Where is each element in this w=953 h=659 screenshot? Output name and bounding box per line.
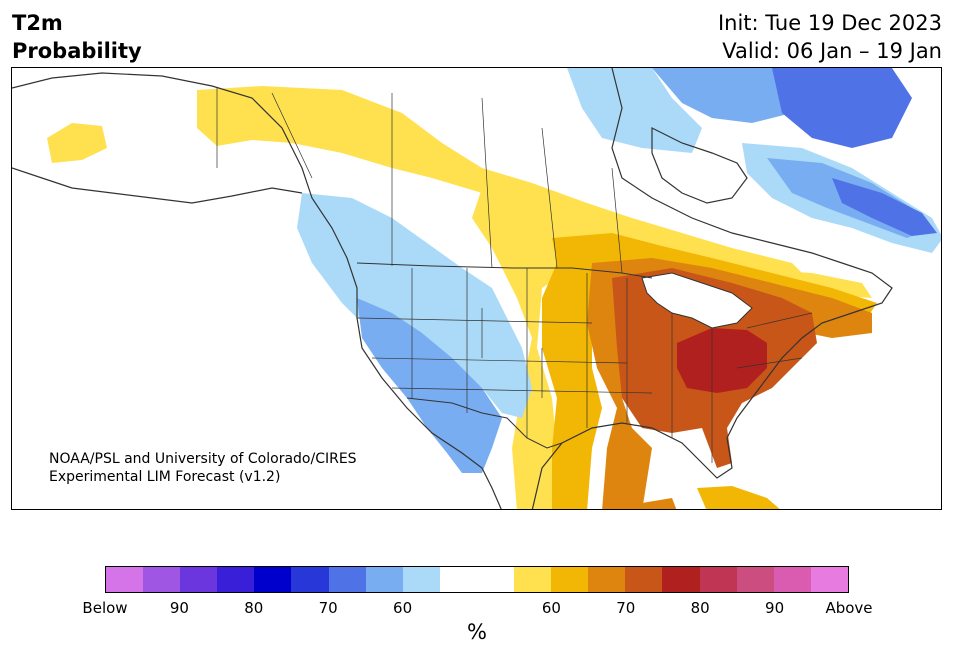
colorbar-segment (254, 567, 292, 592)
valid-range: Valid: 06 Jan – 19 Jan (722, 39, 942, 63)
colorbar-segment (773, 567, 811, 592)
coastline-east (531, 68, 893, 509)
title-type: Probability (12, 39, 142, 63)
colorbar-tick-label: Below (82, 599, 128, 617)
colorbar-segment (810, 567, 848, 592)
colorbar-segment (476, 567, 515, 592)
yellow-region-plains (472, 188, 872, 509)
colorbar-segment (736, 567, 774, 592)
colorbar-tick-label: 70 (318, 599, 338, 617)
us-canada-border (356, 262, 653, 279)
credit-line-1: NOAA/PSL and University of Colorado/CIRE… (49, 451, 357, 467)
yellow-region-alaska (47, 123, 107, 163)
colorbar-tick-label: 60 (541, 599, 561, 617)
colorbar-tick-label: 80 (690, 599, 710, 617)
lightblue-region-west (297, 193, 532, 418)
map-title: T2m Probability (12, 9, 142, 65)
colorbar-segment (143, 567, 181, 592)
orange-region-cuba (642, 498, 677, 509)
colorbar-segment (588, 567, 626, 592)
colorbar-tick-label: 60 (393, 599, 413, 617)
colorbar-tick-label: 90 (169, 599, 189, 617)
title-variable: T2m (12, 11, 63, 35)
lightblue-region-canada (567, 68, 702, 153)
forecast-dates: Init: Tue 19 Dec 2023 Valid: 06 Jan – 19… (718, 9, 942, 65)
colorbar-segment (551, 567, 589, 592)
blue-region-canada (652, 68, 802, 123)
darkblue-region-labrador (832, 178, 937, 236)
probability-colorbar (105, 566, 849, 593)
yellow-region-northwest (197, 86, 802, 283)
colorbar-segment (699, 567, 737, 592)
colorbar-unit: % (467, 620, 487, 644)
colorbar-tick-label: 90 (765, 599, 785, 617)
colorbar-segment (662, 567, 700, 592)
state-borders (356, 268, 813, 463)
coastline-alaska (12, 167, 303, 204)
forecast-credit: NOAA/PSL and University of Colorado/CIRE… (49, 450, 357, 486)
coastline-west (12, 72, 502, 509)
colorbar-segment (625, 567, 663, 592)
colorbar-segment (217, 567, 255, 592)
red-region (677, 328, 767, 393)
colorbar-segment (402, 567, 440, 592)
colorbar-segment (180, 567, 218, 592)
north-america-map: NOAA/PSL and University of Colorado/CIRE… (11, 67, 942, 510)
us-mexico-border (406, 397, 563, 449)
map-canvas (12, 68, 941, 509)
darkblue-region-northeast (772, 68, 912, 148)
colorbar-segment (439, 567, 477, 592)
init-date: Init: Tue 19 Dec 2023 (717, 11, 942, 35)
colorbar-segment (365, 567, 403, 592)
province-borders (216, 88, 623, 274)
great-lakes (641, 272, 753, 329)
hudson-bay-coast (651, 127, 748, 204)
gold-region-cuba (697, 486, 780, 509)
colorbar-segment (106, 567, 144, 592)
colorbar-segment (291, 567, 329, 592)
colorbar-segment (328, 567, 366, 592)
colorbar-tick-label: 70 (616, 599, 636, 617)
colorbar-tick-label: 80 (244, 599, 264, 617)
credit-line-2: Experimental LIM Forecast (v1.2) (49, 469, 281, 485)
colorbar-tick-label: Above (825, 599, 873, 617)
blue-region-west (357, 298, 502, 473)
colorbar-segment (514, 567, 552, 592)
